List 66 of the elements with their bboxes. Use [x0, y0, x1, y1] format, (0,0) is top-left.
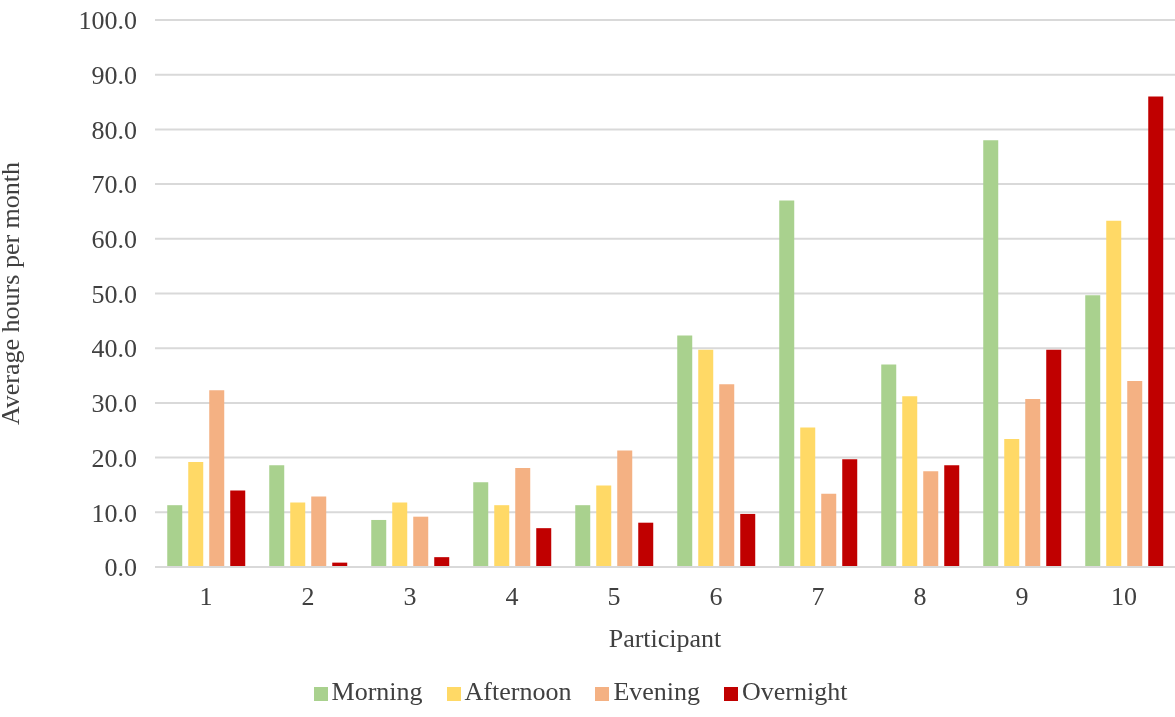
y-tick-label: 40.0 — [91, 334, 137, 364]
bar — [167, 505, 183, 567]
bar — [1046, 349, 1062, 567]
bar — [536, 528, 552, 567]
y-tick-label: 30.0 — [91, 389, 137, 419]
x-tick-label: 2 — [301, 582, 315, 612]
bar — [677, 335, 693, 567]
x-tick-label: 5 — [607, 582, 621, 612]
x-axis-title: Participant — [608, 624, 723, 654]
legend-label: Afternoon — [464, 677, 572, 706]
y-tick-label: 80.0 — [91, 115, 137, 145]
y-tick-label: 90.0 — [91, 60, 137, 90]
x-tick-label: 10 — [1111, 582, 1137, 612]
bar — [1004, 439, 1020, 567]
bar — [596, 485, 612, 567]
bar — [473, 482, 489, 567]
y-tick-label: 50.0 — [91, 279, 137, 309]
y-tick-label: 70.0 — [91, 170, 137, 200]
x-tick-label: 8 — [913, 582, 927, 612]
bar — [311, 496, 327, 567]
x-tick-label: 1 — [199, 582, 213, 612]
bar — [779, 200, 795, 567]
legend-label: Evening — [613, 677, 701, 706]
bar — [800, 427, 816, 567]
bar — [1127, 381, 1143, 567]
bar — [413, 516, 429, 567]
bar — [371, 519, 387, 567]
x-tick-label: 6 — [709, 582, 723, 612]
y-tick-label: 10.0 — [91, 498, 137, 528]
y-tick-label: 60.0 — [91, 225, 137, 255]
bar — [188, 461, 204, 567]
bar — [923, 471, 939, 567]
bar — [821, 493, 837, 567]
y-axis-title: Average hours per month — [0, 161, 26, 426]
bar — [719, 384, 735, 567]
bar — [230, 490, 246, 567]
bar — [842, 459, 858, 567]
bar — [881, 364, 897, 567]
bar — [983, 140, 999, 567]
x-tick-label: 4 — [505, 582, 519, 612]
bar — [290, 502, 306, 567]
x-tick-label: 7 — [811, 582, 825, 612]
bar — [392, 502, 408, 567]
bar — [698, 349, 714, 567]
x-tick-label: 3 — [403, 582, 417, 612]
y-tick-label: 100.0 — [78, 6, 137, 36]
bar — [209, 390, 225, 567]
bar — [944, 465, 960, 567]
bar — [434, 557, 450, 567]
bar — [515, 467, 531, 567]
bar — [617, 450, 633, 567]
bar — [1085, 295, 1101, 567]
bar — [638, 522, 654, 567]
legend-label: Morning — [331, 677, 423, 706]
legend-label: Overnight — [742, 677, 848, 706]
bar — [740, 513, 756, 567]
bar — [1106, 220, 1122, 567]
bar — [575, 505, 591, 567]
bar — [902, 396, 918, 567]
y-tick-label: 0.0 — [104, 553, 137, 583]
bar — [1025, 399, 1041, 567]
bar — [494, 505, 510, 567]
y-tick-label: 20.0 — [91, 443, 137, 473]
bar — [269, 465, 285, 567]
x-tick-label: 9 — [1015, 582, 1029, 612]
bar — [1148, 96, 1164, 567]
